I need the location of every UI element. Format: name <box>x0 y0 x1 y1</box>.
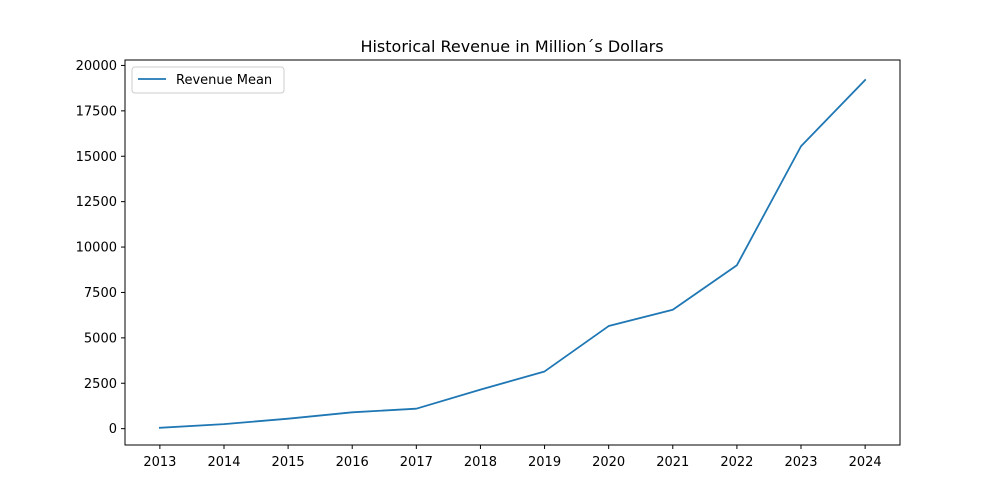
y-axis: 0 2500 5000 7500 10000 12500 15000 17500 20000 <box>76 59 125 437</box>
chart-title: Historical Revenue in Million´s Dollars <box>360 37 663 56</box>
x-tick-label: 2024 <box>849 455 882 470</box>
y-tick-label: 0 <box>109 422 117 437</box>
series-line <box>158 78 867 429</box>
plot-frame <box>124 59 901 446</box>
x-tick-label: 2022 <box>720 455 753 470</box>
y-tick-label: 12500 <box>76 195 117 210</box>
x-tick-label: 2014 <box>207 455 240 470</box>
x-tick-label: 2013 <box>143 455 176 470</box>
y-tick-label: 5000 <box>84 331 117 346</box>
x-tick-label: 2015 <box>272 455 305 470</box>
x-tick-label: 2016 <box>336 455 369 470</box>
y-tick-label: 15000 <box>76 150 117 165</box>
x-axis: 2013 2014 2015 2016 2017 2018 2019 2020 2021 2022… <box>143 445 882 470</box>
y-tick-label: 20000 <box>76 59 117 74</box>
x-tick-label: 2017 <box>400 455 433 470</box>
series-layer <box>158 78 867 429</box>
x-tick-label: 2023 <box>784 455 817 470</box>
y-tick-label: 2500 <box>84 377 117 392</box>
x-tick-label: 2021 <box>656 455 689 470</box>
y-tick-label: 10000 <box>76 241 117 256</box>
x-tick-label: 2018 <box>464 455 497 470</box>
x-tick-label: 2020 <box>592 455 625 470</box>
legend-box <box>131 66 285 94</box>
y-tick-label: 7500 <box>84 286 117 301</box>
plot-area <box>125 60 900 445</box>
legend: Revenue Mean <box>131 66 285 94</box>
legend-label: Revenue Mean <box>176 73 272 88</box>
x-tick-label: 2019 <box>528 455 561 470</box>
y-tick-label: 17500 <box>76 104 117 119</box>
